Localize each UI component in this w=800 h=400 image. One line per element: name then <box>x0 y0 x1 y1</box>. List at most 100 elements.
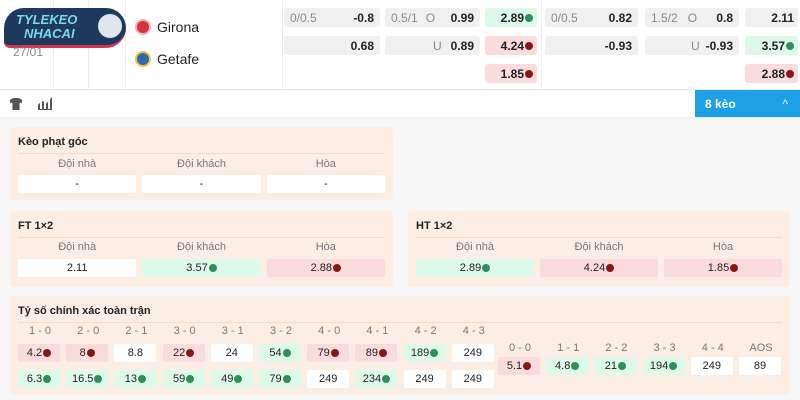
arrow-down-icon <box>333 264 342 272</box>
arrow-down-icon <box>330 349 339 357</box>
ht-1x2-odd[interactable]: 2.88 <box>745 64 798 83</box>
arrow-down-icon <box>43 349 52 357</box>
match-date: 27/01 <box>13 45 44 59</box>
arrow-up-icon <box>571 362 580 370</box>
arrow-down-icon <box>730 264 739 272</box>
odd-cell[interactable]: 1.85 <box>664 259 782 277</box>
score-odd-draw[interactable]: 249 <box>690 357 733 375</box>
score-odd-home[interactable]: 8.8 <box>114 344 157 362</box>
odd-cell[interactable]: 4.24 <box>540 259 658 277</box>
odd-cell[interactable]: - <box>142 175 261 193</box>
score-odd-away[interactable]: 13 <box>114 370 157 388</box>
arrow-up-icon <box>208 264 217 272</box>
score-odd-home[interactable]: 4.2 <box>18 344 60 362</box>
score-odd-draw[interactable]: 194 <box>642 357 685 375</box>
ht-1x2-odd[interactable]: 2.11 <box>745 8 798 27</box>
arrow-up-icon <box>382 375 391 383</box>
score-odd-away[interactable]: 49 <box>210 370 253 388</box>
ft-under[interactable]: U 0.89 <box>385 36 480 55</box>
score-odd-home[interactable]: 89 <box>355 344 398 362</box>
score-odd-home[interactable]: 189 <box>403 344 446 362</box>
score-odd-home[interactable]: 8 <box>66 344 109 362</box>
arrow-up-icon <box>234 375 243 383</box>
arrow-down-icon <box>525 69 533 78</box>
ft-1x2-odd[interactable]: 1.85 <box>485 64 537 83</box>
score-odd-draw[interactable]: 21 <box>594 357 637 375</box>
arrow-up-icon <box>186 375 195 383</box>
ft-1x2-odd[interactable]: 4.24 <box>485 36 537 55</box>
arrow-down-icon <box>525 41 533 50</box>
chevron-up-icon: ^ <box>782 96 788 111</box>
column-header: Đội nhà <box>58 158 97 170</box>
score-odd-draw[interactable]: 5.1 <box>498 357 540 375</box>
getafe-crest-icon <box>135 51 151 67</box>
score-odd-draw[interactable]: 89 <box>739 357 781 375</box>
score-label: 2 - 1 <box>125 325 148 337</box>
score-odd-away[interactable]: 6.3 <box>18 370 60 388</box>
odd-cell[interactable]: 3.57 <box>142 259 261 277</box>
ht-1x2-odd[interactable]: 3.57 <box>745 36 798 55</box>
arrow-down-icon <box>786 69 794 78</box>
home-team[interactable]: Girona <box>135 19 199 35</box>
site-logo: TYLEKEO NHACAI <box>4 8 126 48</box>
arrow-down-icon <box>523 362 532 370</box>
away-team[interactable]: Getafe <box>135 51 199 67</box>
arrow-down-icon <box>86 349 95 357</box>
score-odd-away[interactable]: 16.5 <box>66 370 109 388</box>
score-label: 3 - 1 <box>221 325 244 337</box>
score-odd-away[interactable]: 249 <box>403 370 446 388</box>
score-label: 3 - 0 <box>173 325 196 337</box>
arrow-down-icon <box>379 349 388 357</box>
girona-crest-icon <box>135 19 151 35</box>
score-label: 4 - 1 <box>366 325 389 337</box>
score-odd-away[interactable]: 249 <box>451 370 494 388</box>
corner-panel: Kèo phạt góc Đội nhà - Đội khách - Hòa - <box>10 127 393 200</box>
ft-handicap-home[interactable]: 0/0.5 -0.8 <box>284 8 380 27</box>
arrow-up-icon <box>282 375 291 383</box>
score-odd-away[interactable]: 234 <box>355 370 398 388</box>
score-odd-away[interactable]: 79 <box>259 370 301 388</box>
ft-over[interactable]: 0.5/1 O 0.99 <box>385 8 480 27</box>
arrow-up-icon <box>669 362 678 370</box>
score-odd-home[interactable]: 79 <box>307 344 350 362</box>
arrow-up-icon <box>786 41 794 50</box>
arrow-up-icon <box>482 264 491 272</box>
score-odd-away[interactable]: 59 <box>162 370 205 388</box>
score-label: AOS <box>749 342 773 354</box>
column-header: Đội khách <box>177 241 226 253</box>
arrow-up-icon <box>282 349 291 357</box>
ht-handicap-away[interactable]: -0.93 <box>545 36 638 55</box>
score-odd-home[interactable]: 24 <box>210 344 253 362</box>
shirt-icon[interactable] <box>10 98 22 110</box>
ft-handicap-away[interactable]: 0.68 <box>284 36 380 55</box>
odd-cell[interactable]: - <box>18 175 137 193</box>
ht-handicap-home[interactable]: 0/0.5 0.82 <box>545 8 638 27</box>
ft-1x2-odd[interactable]: 2.89 <box>485 8 537 27</box>
score-odd-home[interactable]: 54 <box>259 344 301 362</box>
score-odd-away[interactable]: 249 <box>307 370 350 388</box>
column-header: Hòa <box>712 241 734 253</box>
more-markets-button[interactable]: 8 kèo ^ <box>695 90 800 117</box>
ht-over[interactable]: 1.5/2 O 0.8 <box>645 8 739 27</box>
panel-title: Tỷ số chính xác toàn trận <box>18 305 151 317</box>
panel-title: Kèo phạt góc <box>18 136 88 148</box>
odd-cell[interactable]: 2.88 <box>266 259 385 277</box>
arrow-down-icon <box>186 349 195 357</box>
score-label: 0 - 0 <box>508 342 531 354</box>
score-label: 4 - 3 <box>462 325 485 337</box>
stats-icon[interactable] <box>38 97 52 110</box>
column-header: Hòa <box>315 158 336 170</box>
odd-cell[interactable]: 2.89 <box>416 259 534 277</box>
arrow-down-icon <box>606 264 615 272</box>
odd-cell[interactable]: 2.11 <box>18 259 137 277</box>
score-odd-home[interactable]: 22 <box>162 344 205 362</box>
arrow-up-icon <box>43 375 52 383</box>
arrow-up-icon <box>94 375 103 383</box>
score-label: 1 - 1 <box>557 342 580 354</box>
score-label: 4 - 2 <box>414 325 437 337</box>
score-odd-draw[interactable]: 4.8 <box>546 357 589 375</box>
column-header: Hòa <box>315 241 336 253</box>
odd-cell[interactable]: - <box>266 175 385 193</box>
ht-under[interactable]: U -0.93 <box>645 36 739 55</box>
score-odd-home[interactable]: 249 <box>451 344 494 362</box>
